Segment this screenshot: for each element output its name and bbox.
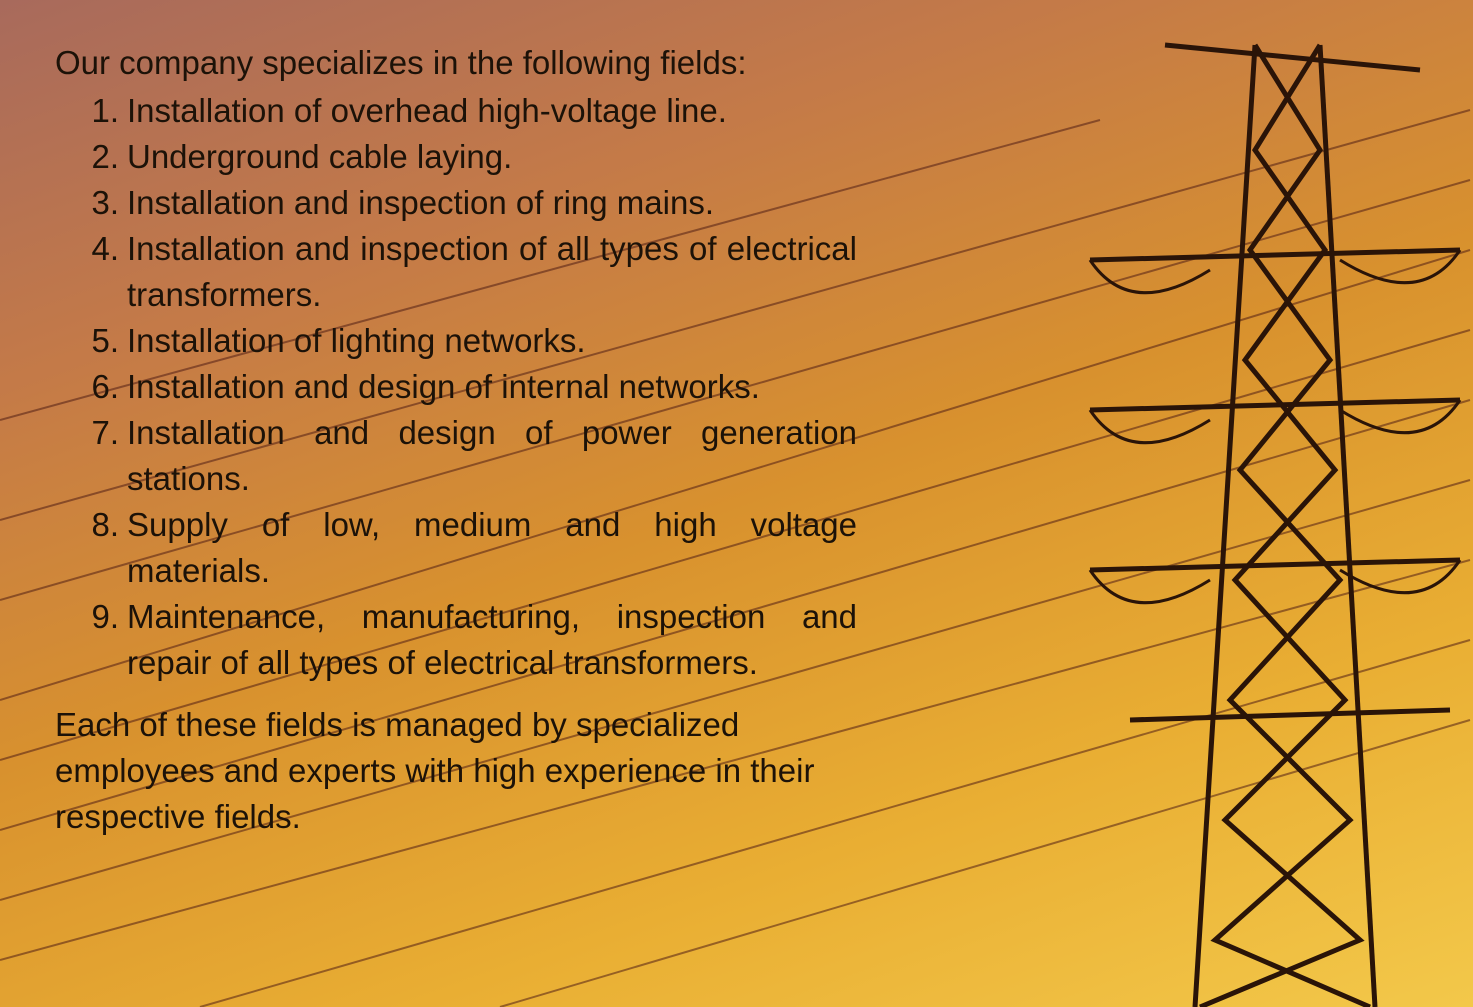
item-text: Installation and inspection of ring main…: [127, 180, 857, 226]
item-number: 4.: [55, 226, 127, 318]
item-number: 9.: [55, 594, 127, 686]
item-number: 1.: [55, 88, 127, 134]
item-text: Installation and inspection of all types…: [127, 226, 857, 318]
list-item: 8.Supply of low, medium and high voltage…: [55, 502, 865, 594]
item-number: 7.: [55, 410, 127, 502]
page: Our company specializes in the following…: [0, 0, 1473, 1007]
list-item: 5.Installation of lighting networks.: [55, 318, 865, 364]
item-text: Underground cable laying.: [127, 134, 857, 180]
item-text: Supply of low, medium and high voltage m…: [127, 502, 857, 594]
item-number: 5.: [55, 318, 127, 364]
text-block: Our company specializes in the following…: [55, 40, 865, 840]
item-text: Maintenance, manufacturing, inspection a…: [127, 594, 857, 686]
list-item: 4.Installation and inspection of all typ…: [55, 226, 865, 318]
list-item: 2.Underground cable laying.: [55, 134, 865, 180]
list-item: 7.Installation and design of power gener…: [55, 410, 865, 502]
list-item: 3.Installation and inspection of ring ma…: [55, 180, 865, 226]
list-item: 9.Maintenance, manufacturing, inspection…: [55, 594, 865, 686]
intro-text: Our company specializes in the following…: [55, 40, 865, 86]
item-text: Installation of lighting networks.: [127, 318, 857, 364]
item-number: 2.: [55, 134, 127, 180]
item-number: 8.: [55, 502, 127, 594]
tower: [1090, 45, 1460, 1007]
item-number: 3.: [55, 180, 127, 226]
item-number: 6.: [55, 364, 127, 410]
item-text: Installation of overhead high-voltage li…: [127, 88, 857, 134]
closing-text: Each of these fields is managed by speci…: [55, 702, 845, 840]
item-text: Installation and design of internal netw…: [127, 364, 857, 410]
list-item: 1.Installation of overhead high-voltage …: [55, 88, 865, 134]
list-item: 6.Installation and design of internal ne…: [55, 364, 865, 410]
fields-list: 1.Installation of overhead high-voltage …: [55, 88, 865, 686]
item-text: Installation and design of power generat…: [127, 410, 857, 502]
